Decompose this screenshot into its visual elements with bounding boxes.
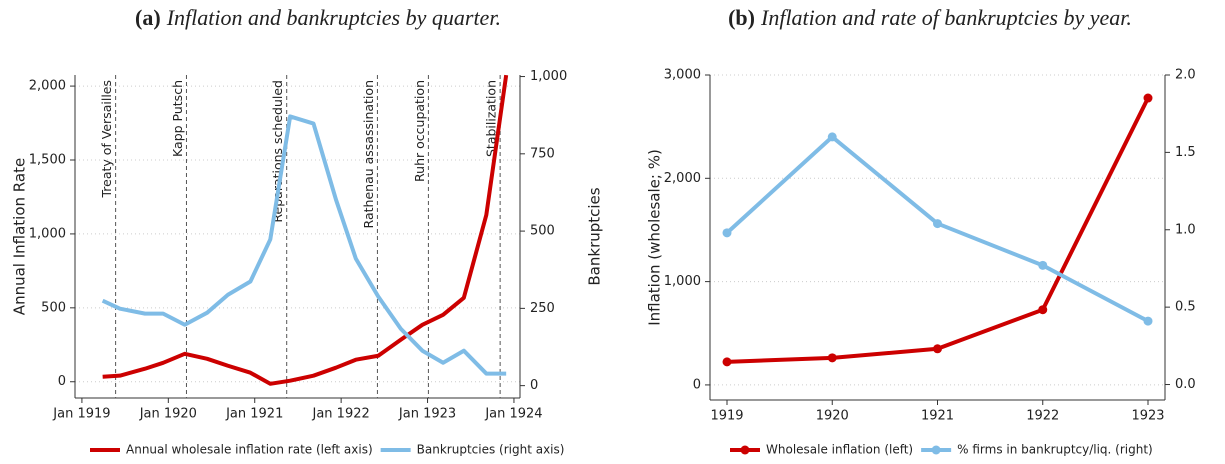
y2-tick-label: 1.5 [1175, 145, 1196, 160]
legend-marker [931, 445, 941, 455]
point [1038, 260, 1048, 270]
y2-tick-label: 500 [530, 224, 555, 239]
x-tick-label: Jan 1924 [484, 407, 542, 422]
x-tick-label: Jan 1922 [312, 407, 370, 422]
y2-axis-title: Bankruptcies [586, 187, 604, 285]
event-label: Ruhr occupation [412, 80, 427, 182]
x-tick-label: 1923 [1131, 409, 1164, 424]
x-tick-label: Jan 1923 [398, 407, 456, 422]
event-label: Reparations scheduled [270, 80, 285, 223]
x-tick-label: Jan 1920 [139, 407, 197, 422]
y-tick-label: 1,500 [29, 153, 66, 168]
y2-tick-label: 1.0 [1175, 222, 1196, 237]
event-label: Treaty of Versailles [99, 80, 114, 199]
chart-title: (b) Inflation and rate of bankruptcies by… [728, 5, 1132, 30]
legend-label: % firms in bankruptcy/liq. (right) [957, 443, 1153, 457]
x-tick-label: 1919 [710, 409, 743, 424]
point [827, 132, 837, 142]
series-line [726, 97, 1150, 364]
x-tick-label: 1920 [816, 409, 849, 424]
event-label: Kapp Putsch [170, 80, 185, 157]
y-tick-label: 1,000 [664, 274, 701, 289]
point [1038, 305, 1048, 315]
x-tick-label: 1921 [921, 409, 954, 424]
chart-title: (a) Inflation and bankruptcies by quarter… [135, 5, 501, 30]
x-tick-label: Jan 1921 [225, 407, 283, 422]
title-text: Inflation and rate of bankruptcies by ye… [760, 5, 1132, 30]
y-axis-title: Inflation (wholesale; %) [646, 149, 664, 326]
y2-tick-label: 0.0 [1175, 377, 1196, 392]
y2-tick-label: 1,000 [530, 69, 567, 84]
point [722, 357, 732, 367]
point [933, 219, 942, 229]
y-tick-label: 2,000 [29, 79, 66, 94]
y-tick-label: 0 [693, 377, 701, 392]
y-tick-label: 500 [41, 300, 66, 315]
y2-tick-label: 0 [530, 378, 538, 393]
x-tick-label: Jan 1919 [52, 407, 110, 422]
point [1143, 93, 1153, 103]
y2-tick-label: 2.0 [1175, 68, 1196, 83]
y-tick-label: 2,000 [664, 171, 701, 186]
y-tick-label: 1,000 [29, 226, 66, 241]
x-tick-label: 1922 [1026, 409, 1059, 424]
y-tick-label: 0 [58, 374, 66, 389]
panel-label: (a) [135, 5, 161, 30]
y2-tick-label: 0.5 [1175, 300, 1196, 315]
y-tick-label: 3,000 [664, 68, 701, 83]
y-axis-title: Annual Inflation Rate [11, 158, 29, 315]
series-line [102, 74, 509, 386]
panel-label: (b) [728, 5, 755, 30]
y2-tick-label: 750 [530, 146, 555, 161]
point [1143, 316, 1153, 326]
point [933, 344, 942, 354]
point [827, 353, 837, 363]
legend-label: Wholesale inflation (left) [766, 443, 913, 457]
event-label: Stabilization [484, 80, 499, 157]
title-text: Inflation and bankruptcies by quarter. [166, 5, 501, 30]
event-label: Rathenau assassination [361, 80, 376, 228]
legend-label: Bankruptcies (right axis) [417, 443, 565, 457]
y2-tick-label: 250 [530, 301, 555, 316]
legend-label: Annual wholesale inflation rate (left ax… [126, 443, 373, 457]
series-line [101, 114, 507, 376]
legend-marker [740, 445, 750, 455]
point [722, 228, 732, 238]
